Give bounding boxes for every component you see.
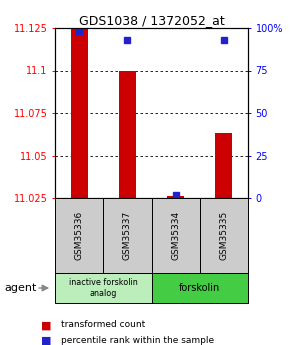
Text: GSM35335: GSM35335 <box>219 211 229 260</box>
Text: GSM35336: GSM35336 <box>75 211 84 260</box>
Text: GSM35337: GSM35337 <box>123 211 132 260</box>
Bar <box>71 28 88 198</box>
Text: percentile rank within the sample: percentile rank within the sample <box>61 336 214 345</box>
Bar <box>119 70 136 198</box>
Text: forskolin: forskolin <box>179 283 220 293</box>
Title: GDS1038 / 1372052_at: GDS1038 / 1372052_at <box>79 14 224 27</box>
Bar <box>167 196 184 198</box>
Text: ■: ■ <box>41 320 51 330</box>
Bar <box>215 134 232 198</box>
Text: transformed count: transformed count <box>61 320 145 329</box>
Text: ■: ■ <box>41 336 51 345</box>
Text: inactive forskolin
analog: inactive forskolin analog <box>69 278 138 298</box>
Text: GSM35334: GSM35334 <box>171 211 180 260</box>
Text: agent: agent <box>4 283 37 293</box>
